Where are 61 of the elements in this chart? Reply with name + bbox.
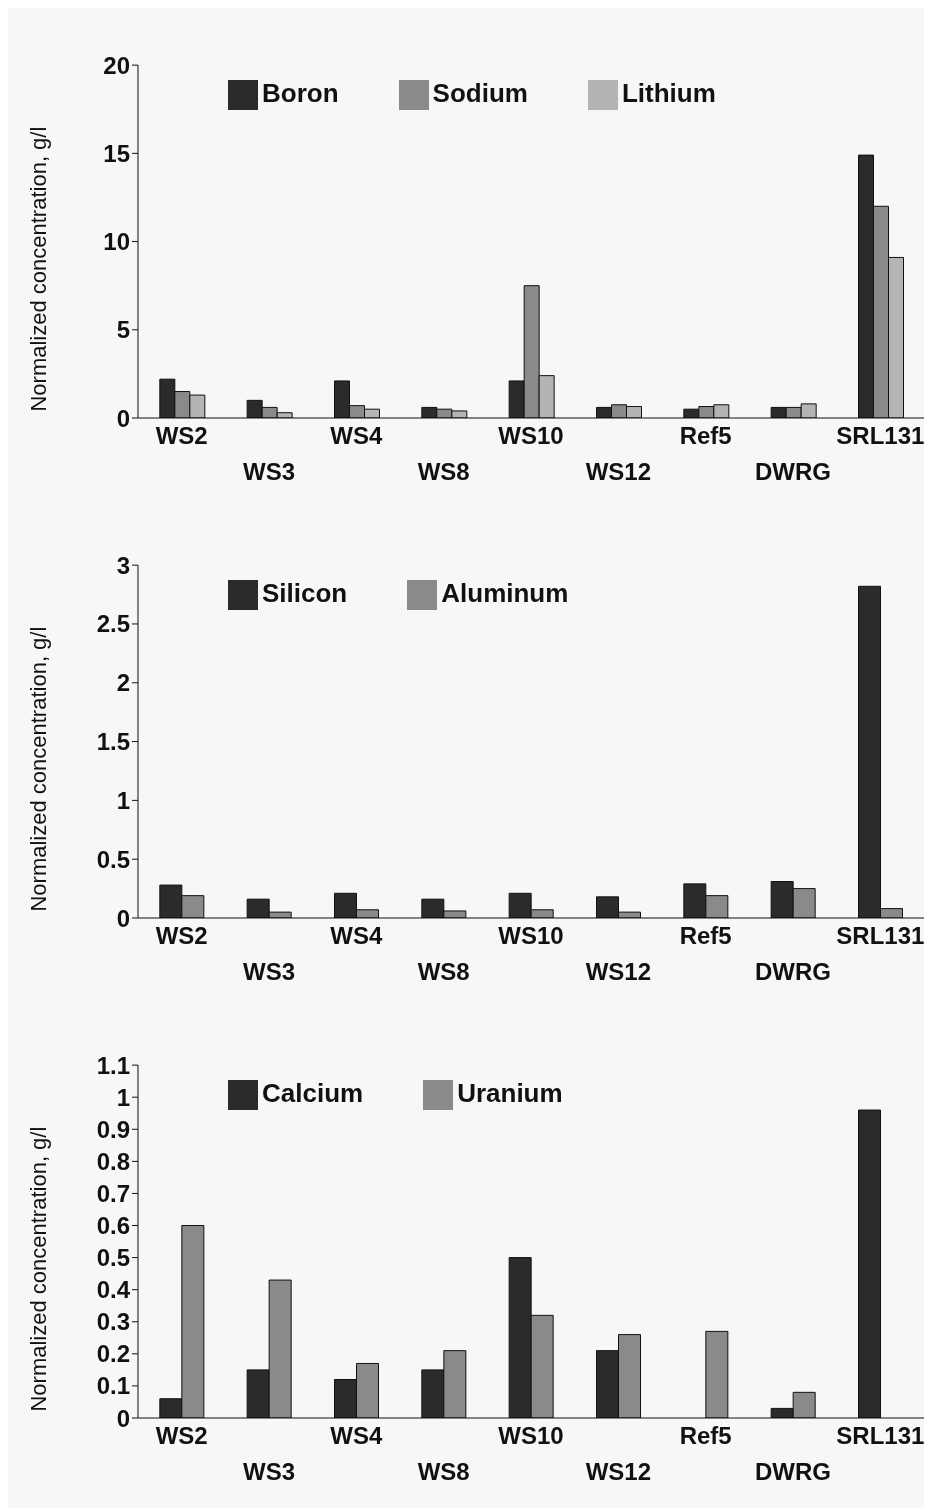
x-tick-label: WS8 (417, 1458, 470, 1485)
x-tick-label: WS2 (155, 422, 208, 449)
x-tick-label: DWRG (755, 458, 831, 485)
y-tick-label: 0.8 (96, 1147, 130, 1175)
y-tick-label: 3 (116, 551, 130, 579)
x-tick-label: DWRG (755, 958, 831, 985)
y-tick-label: 0.6 (96, 1212, 130, 1240)
x-tick-label: Ref5 (679, 922, 732, 949)
x-tick-label: WS4 (330, 422, 383, 449)
y-tick-label: 10 (103, 228, 130, 256)
legend-label: Silicon (262, 578, 348, 608)
x-tick-label: WS2 (155, 922, 208, 949)
y-tick-label: 1 (116, 1083, 130, 1111)
y-tick-label: 2 (116, 669, 130, 697)
y-tick-label: 0.2 (96, 1340, 130, 1368)
x-tick-label: SRL131 (836, 922, 925, 949)
x-tick-label: WS12 (585, 958, 652, 985)
x-tick-label: WS8 (417, 458, 470, 485)
x-tick-label: WS4 (330, 922, 383, 949)
y-axis-title: Normalized concentration, g/l (25, 626, 51, 912)
x-tick-label: SRL131 (836, 1422, 925, 1449)
legend-label: Calcium (262, 1078, 364, 1108)
x-tick-label: WS8 (417, 958, 470, 985)
x-tick-label: SRL131 (836, 422, 925, 449)
y-tick-label: 0.4 (96, 1276, 131, 1304)
y-tick-label: 0.5 (96, 1244, 130, 1272)
x-tick-label: WS10 (498, 422, 564, 449)
y-axis-title: Normalized concentration, g/l (25, 1126, 51, 1412)
legend-label: Boron (262, 78, 339, 108)
legend-label: Lithium (621, 78, 716, 108)
x-tick-label: Ref5 (679, 422, 732, 449)
y-tick-label: 0 (116, 904, 130, 932)
y-tick-label: 1 (116, 786, 130, 814)
x-tick-label: WS4 (330, 1422, 383, 1449)
x-tick-label: WS12 (585, 458, 652, 485)
legend-label: Uranium (457, 1078, 563, 1108)
x-tick-label: WS3 (242, 1458, 296, 1485)
y-tick-label: 2.5 (96, 610, 130, 638)
x-tick-label: WS3 (242, 458, 296, 485)
y-axis-title: Normalized concentration, g/l (25, 126, 51, 412)
y-tick-label: 0.7 (96, 1179, 130, 1207)
x-tick-label: DWRG (755, 1458, 831, 1485)
x-tick-label: Ref5 (679, 1422, 732, 1449)
y-tick-label: 0 (116, 1404, 130, 1432)
y-tick-label: 1.1 (96, 1051, 130, 1079)
y-tick-label: 15 (103, 139, 130, 167)
legend-label: Sodium (432, 78, 528, 108)
y-tick-label: 1.5 (96, 728, 130, 756)
y-tick-label: 5 (116, 316, 130, 344)
y-tick-label: 0 (116, 404, 130, 432)
x-tick-label: WS12 (585, 1458, 652, 1485)
y-tick-label: 0.3 (96, 1308, 130, 1336)
x-tick-label: WS10 (498, 1422, 564, 1449)
y-tick-label: 0.1 (96, 1372, 130, 1400)
x-tick-label: WS10 (498, 922, 564, 949)
y-tick-label: 0.5 (96, 845, 130, 873)
x-tick-label: WS2 (155, 1422, 208, 1449)
y-tick-label: 20 (103, 51, 130, 79)
legend-label: Aluminum (441, 578, 569, 608)
x-tick-label: WS3 (242, 958, 296, 985)
y-tick-label: 0.9 (96, 1115, 130, 1143)
